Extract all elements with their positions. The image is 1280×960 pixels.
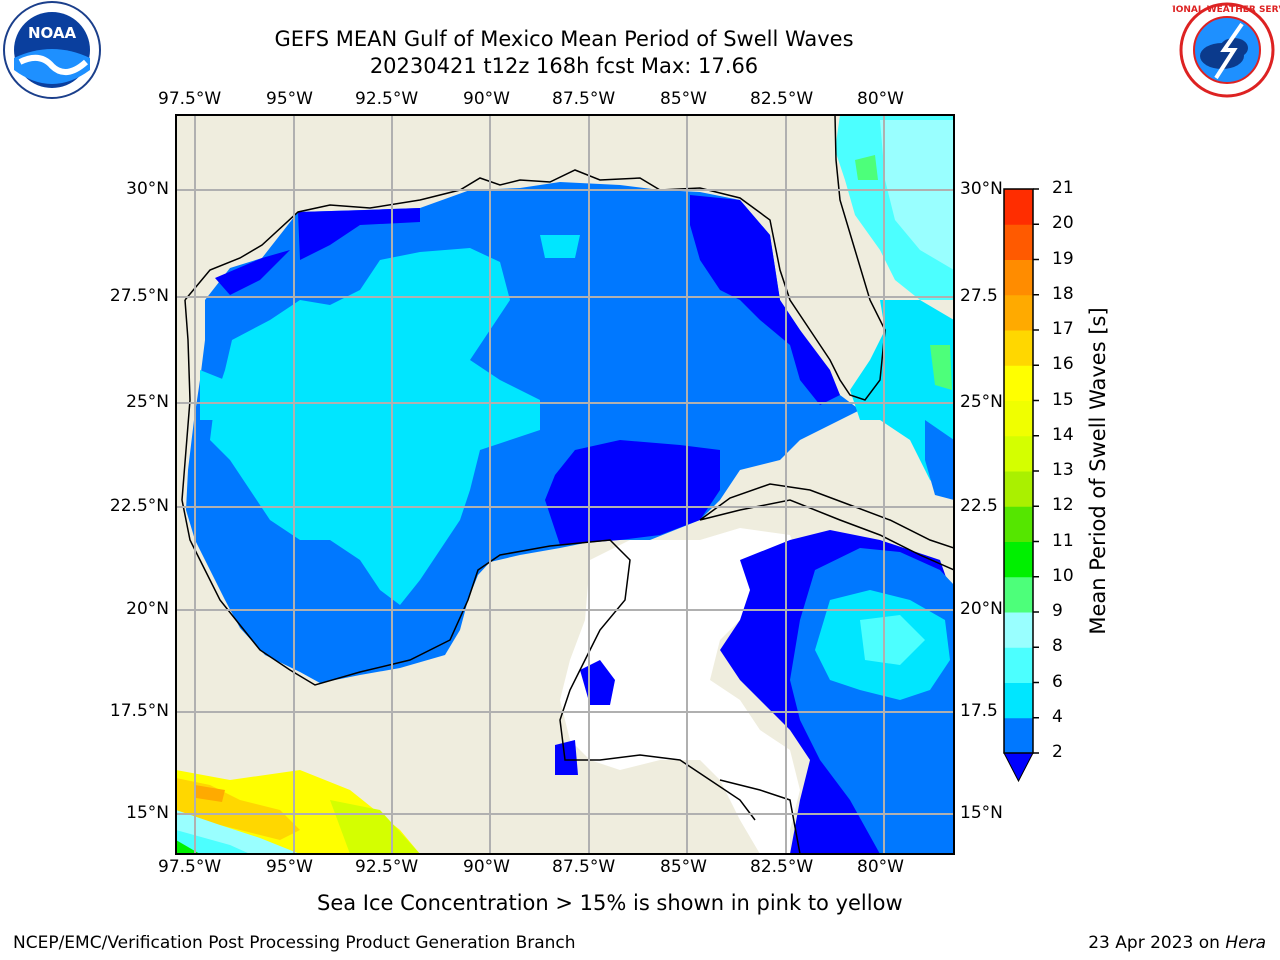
- atlantic-swell-2-4s: [925, 420, 954, 500]
- gulf-swell-lt2-north: [298, 208, 420, 260]
- map-subtitle: 20230421 t12z 168h fcst Max: 17.66: [369, 54, 759, 78]
- colorbar: [1003, 188, 1039, 783]
- coastline-cuba: [699, 483, 954, 571]
- lon-label-top: 92.5°W: [355, 89, 419, 109]
- colorbar-block: [1004, 717, 1033, 754]
- colorbar-label: Mean Period of Swell Waves [s]: [1086, 307, 1110, 635]
- lon-label-bottom: 92.5°W: [355, 857, 419, 877]
- gulf-swell-4-6s-north: [540, 235, 580, 258]
- footer-host: Hera: [1225, 933, 1266, 953]
- colorbar-tick-label: 13: [1052, 460, 1074, 480]
- colorbar-tick-label: 16: [1052, 354, 1074, 375]
- gulf-swell-4-6s-west: [210, 248, 540, 605]
- colorbar-tick-label: 8: [1052, 636, 1063, 657]
- lon-label-bottom: 90°W: [463, 857, 510, 877]
- colorbar-extend-arrow: [1003, 752, 1034, 783]
- atlantic-swell-8-9s: [880, 120, 954, 270]
- colorbar-tick-label: 15: [1052, 389, 1074, 410]
- gulf-swell-lt2-northeast: [690, 195, 840, 405]
- lon-label-bottom: 95°W: [266, 857, 313, 877]
- colorbar-block: [1004, 576, 1033, 613]
- lat-label-right: 22.5: [960, 496, 998, 516]
- colorbar-tick-label: 12: [1052, 495, 1074, 516]
- colorbar-block: [1004, 471, 1033, 507]
- lat-label-left: 17.5°N: [109, 701, 169, 721]
- nws-logo: NATIONAL WEATHER SERVICE: [1172, 2, 1280, 98]
- colorbar-tick-label: 6: [1052, 671, 1063, 692]
- colorbar-tick-label: 21: [1052, 178, 1074, 198]
- caribbean-swell-6-8s: [860, 615, 925, 665]
- colorbar-block: [1004, 189, 1033, 225]
- lat-label-left: 15°N: [126, 803, 169, 823]
- colorbar-block: [1004, 541, 1033, 578]
- colorbar-tick-label: 17: [1052, 319, 1074, 339]
- lat-label-left: 30°N: [126, 179, 169, 199]
- lat-label-left: 25°N: [126, 392, 169, 412]
- lat-label-right: 25°N: [960, 392, 1003, 412]
- colorbar-block: [1004, 365, 1033, 401]
- colorbar-block: [1004, 506, 1033, 542]
- lat-label-right: 15°N: [960, 803, 1003, 823]
- lon-label-top: 80°W: [857, 89, 904, 109]
- svg-text:NOAA: NOAA: [28, 24, 77, 42]
- colorbar-block: [1004, 224, 1033, 260]
- footer-date: 23 Apr 2023 on Hera: [1088, 933, 1266, 953]
- atlantic-swell-9-10s-bahamas: [930, 345, 952, 390]
- map-plot-area: [176, 115, 954, 854]
- lon-label-top: 82.5°W: [750, 89, 814, 109]
- lat-label-right: 17.5: [960, 701, 998, 721]
- lon-label-top: 95°W: [266, 89, 313, 109]
- coastline-honduras: [719, 779, 801, 854]
- colorbar-tick-label: 14: [1052, 424, 1074, 445]
- colorbar-block: [1004, 612, 1033, 648]
- colorbar-tick-label: 2: [1052, 742, 1063, 762]
- lon-label-bottom: 87.5°W: [552, 857, 616, 877]
- lon-label-bottom: 97.5°W: [158, 857, 222, 877]
- colorbar-tick-label: 19: [1052, 248, 1074, 269]
- lon-label-bottom: 82.5°W: [750, 857, 814, 877]
- colorbar-block: [1004, 259, 1033, 296]
- colorbar-tick-label: 11: [1052, 530, 1074, 551]
- lat-label-right: 30°N: [960, 179, 1003, 199]
- colorbar-tick-label: 20: [1052, 213, 1074, 234]
- sea-ice-caption: Sea Ice Concentration > 15% is shown in …: [317, 891, 903, 915]
- atlantic-swell-9-10s: [855, 155, 878, 180]
- colorbar-tick-label: 4: [1052, 706, 1063, 727]
- colorbar-block: [1004, 682, 1033, 719]
- map-title: GEFS MEAN Gulf of Mexico Mean Period of …: [274, 27, 854, 51]
- colorbar-block: [1004, 647, 1033, 683]
- gulf-swell-4-6s-coast: [200, 370, 225, 420]
- lat-label-left: 27.5°N: [109, 286, 169, 306]
- lon-label-top: 87.5°W: [552, 89, 616, 109]
- lon-label-bottom: 80°W: [857, 857, 904, 877]
- gulf-swell-lt2-west: [215, 250, 290, 295]
- footer-date-text: 23 Apr 2023 on: [1088, 933, 1226, 953]
- colorbar-block: [1004, 400, 1033, 437]
- colorbar-tick-label: 10: [1052, 565, 1074, 586]
- map-frame: [175, 114, 955, 855]
- colorbar-tick-label: 18: [1052, 283, 1074, 304]
- lon-label-top: 85°W: [660, 89, 707, 109]
- lat-label-left: 22.5°N: [109, 496, 169, 516]
- lon-label-top: 90°W: [463, 89, 510, 109]
- lat-label-right: 27.5: [960, 286, 998, 306]
- graticule: [176, 115, 954, 854]
- lon-label-bottom: 85°W: [660, 857, 707, 877]
- colorbar-block: [1004, 435, 1033, 472]
- lon-label-top: 97.5°W: [158, 89, 222, 109]
- lat-label-left: 20°N: [126, 599, 169, 619]
- footer-credit: NCEP/EMC/Verification Post Processing Pr…: [13, 933, 576, 953]
- colorbar-tick-label: 9: [1052, 601, 1063, 621]
- noaa-logo: NOAA: [3, 1, 101, 99]
- caribbean-swell-lt2-patch-south: [555, 740, 578, 775]
- colorbar-block: [1004, 330, 1033, 366]
- lat-label-right: 20°N: [960, 599, 1003, 619]
- svg-text:NATIONAL WEATHER SERVICE: NATIONAL WEATHER SERVICE: [1172, 5, 1280, 15]
- colorbar-block: [1004, 294, 1033, 331]
- pacific-swell-17-18s: [195, 785, 225, 802]
